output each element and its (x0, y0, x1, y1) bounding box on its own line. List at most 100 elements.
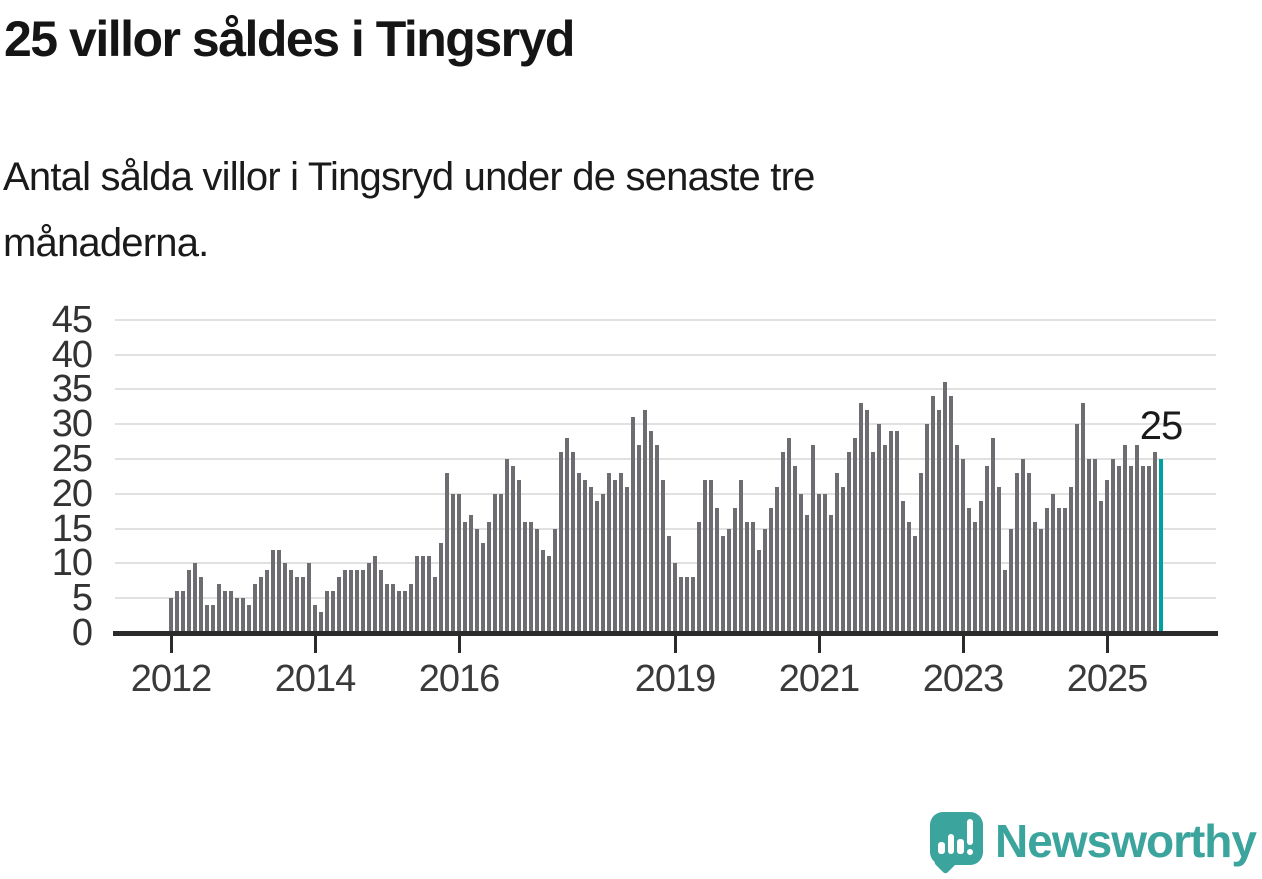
y-tick-label: 30 (51, 403, 93, 446)
bar (810, 445, 816, 631)
bar (1146, 466, 1152, 631)
bar (342, 570, 348, 631)
bar (366, 563, 372, 631)
x-axis-tick (1105, 636, 1109, 653)
bar (588, 486, 594, 631)
y-tick-label: 0 (71, 612, 93, 654)
bar (288, 570, 294, 631)
logo-exclamation-dot-icon (966, 848, 974, 855)
bar (762, 528, 768, 631)
gridline (115, 423, 1216, 426)
bar (204, 605, 210, 631)
bar (1026, 472, 1032, 631)
bar (636, 445, 642, 631)
bar (276, 549, 282, 631)
bar (624, 486, 630, 631)
bar (672, 563, 678, 631)
bar (360, 570, 366, 631)
bar (390, 584, 396, 631)
bar (1086, 459, 1092, 631)
bar (564, 438, 570, 631)
bar (1008, 528, 1014, 631)
bar (924, 424, 930, 631)
bar (888, 431, 894, 631)
logo-chart-bar-icon (957, 838, 964, 854)
bar-value-label: 25 (1139, 404, 1184, 448)
y-tick-label: 5 (71, 577, 93, 620)
bar (840, 486, 846, 631)
bar (216, 584, 222, 631)
gridline (115, 562, 1216, 565)
bar (816, 493, 822, 631)
bar (702, 479, 708, 631)
bar (336, 577, 342, 631)
bar (534, 528, 540, 631)
bar (1152, 452, 1158, 631)
bar (798, 493, 804, 631)
x-axis-tick (169, 636, 173, 653)
bar (906, 521, 912, 631)
bar (318, 612, 324, 631)
bar (528, 521, 534, 631)
bar (1122, 445, 1128, 631)
bar (720, 535, 726, 631)
highlighted-bar (1158, 459, 1164, 631)
bar (954, 445, 960, 631)
bar (552, 528, 558, 631)
bar (714, 507, 720, 631)
x-tick-label: 2021 (778, 658, 861, 700)
bar (1050, 493, 1056, 631)
bar (570, 452, 576, 631)
y-tick-label: 35 (51, 368, 93, 411)
bar (696, 521, 702, 631)
newsworthy-logo[interactable]: Newsworthy (930, 808, 1257, 875)
gridline (115, 597, 1216, 600)
bar (504, 459, 510, 631)
bar (474, 528, 480, 631)
bar (354, 570, 360, 631)
logo-chart-bar-icon (938, 841, 945, 854)
bar (498, 493, 504, 631)
bar (726, 528, 732, 631)
gridline (115, 527, 1216, 530)
gridline (115, 388, 1216, 391)
bar (462, 521, 468, 631)
bar (996, 486, 1002, 631)
x-tick-label: 2025 (1066, 658, 1149, 700)
bar (1098, 500, 1104, 631)
bar (738, 479, 744, 631)
bar (882, 445, 888, 631)
bar (234, 598, 240, 631)
bar (630, 417, 636, 631)
bar (192, 563, 198, 631)
bar (348, 570, 354, 631)
bar (480, 542, 486, 631)
bar (1080, 403, 1086, 631)
bar (582, 479, 588, 631)
bar (960, 459, 966, 631)
bar (414, 556, 420, 631)
gridline (115, 353, 1216, 356)
bar (708, 479, 714, 631)
bar (864, 410, 870, 631)
bar (222, 591, 228, 631)
bar (1014, 472, 1020, 631)
bar (1104, 479, 1110, 631)
bar (300, 577, 306, 631)
x-tick-label: 2014 (274, 658, 357, 700)
bar (750, 521, 756, 631)
y-tick-label: 10 (51, 542, 93, 585)
bar (1032, 521, 1038, 631)
bar (1044, 507, 1050, 631)
bar (546, 556, 552, 631)
bar (606, 472, 612, 631)
bar (252, 584, 258, 631)
bar (780, 452, 786, 631)
page-title: 25 villor såldes i Tingsryd (4, 11, 575, 67)
subtitle-line-2: månaderna. (3, 221, 209, 265)
bar (240, 598, 246, 631)
bar (426, 556, 432, 631)
x-axis-line (113, 631, 1218, 636)
